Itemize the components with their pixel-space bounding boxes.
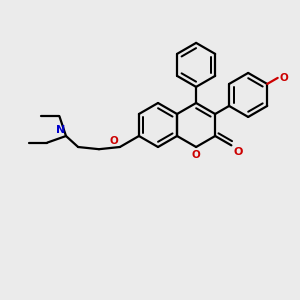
Text: N: N [56, 125, 65, 135]
Text: O: O [192, 150, 200, 160]
Text: O: O [280, 73, 288, 83]
Text: O: O [233, 147, 243, 157]
Text: O: O [109, 136, 118, 146]
